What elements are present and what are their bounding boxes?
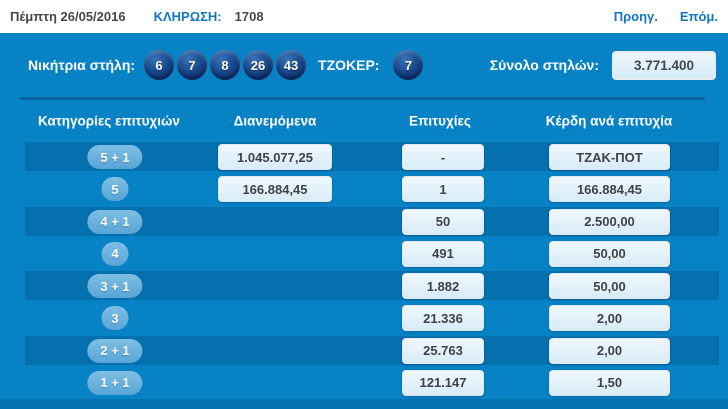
- winners-count-box: 1.882: [402, 273, 484, 300]
- prize-per-winner-box: ΤΖΑΚ-ΠΟΤ: [549, 144, 670, 171]
- prize-per-winner-box: 50,00: [549, 240, 670, 267]
- winning-number-ball: 26: [243, 50, 274, 80]
- joker-number: 7: [393, 50, 424, 80]
- prize-per-winner-box: 166.884,45: [549, 176, 670, 203]
- winning-number-ball: 43: [276, 50, 307, 80]
- table-row: 1 + 1 121.147 1,50: [0, 367, 728, 399]
- category-pill: 2 + 1: [87, 338, 143, 363]
- category-pill: 1 + 1: [87, 370, 143, 395]
- prize-per-winner-box: 2,00: [549, 337, 670, 364]
- prize-per-winner-box: 50,00: [549, 273, 670, 300]
- winning-numbers-label: Νικήτρια στήλη:: [28, 57, 136, 73]
- prize-per-winner-box: 2,00: [549, 305, 670, 332]
- winners-count-box: 25.763: [402, 337, 484, 364]
- results-table: 5 + 1 1.045.077,25 - ΤΖΑΚ-ΠΟΤ 5 166.884,45 1 16…: [0, 141, 728, 399]
- header-winners: Επιτυχίες: [409, 113, 471, 128]
- next-draw-link[interactable]: Επόμ.: [679, 9, 718, 24]
- prize-per-winner-box: 1,50: [549, 369, 670, 396]
- winners-count-box: 121.147: [402, 369, 484, 396]
- draw-label: ΚΛΗΡΩΣΗ:: [153, 9, 222, 24]
- winners-count-box: 491: [402, 240, 484, 267]
- winners-count-box: 21.336: [402, 305, 484, 332]
- category-pill: 3: [101, 306, 129, 331]
- joker-label: ΤΖΟΚΕΡ:: [318, 57, 380, 73]
- total-columns-label: Σύνολο στηλών:: [489, 57, 599, 73]
- joker-ball: 7: [393, 50, 424, 80]
- table-row: 5 + 1 1.045.077,25 - ΤΖΑΚ-ΠΟΤ: [0, 141, 728, 173]
- total-columns-group: Σύνολο στηλών: 3.771.400: [489, 50, 718, 80]
- section-divider: [20, 97, 705, 100]
- winning-numbers-row: Νικήτρια στήλη: 6 7 8 26 43 ΤΖΟΚΕΡ: 7 Σύνολο…: [0, 33, 728, 97]
- header-prize: Κέρδη ανά επιτυχία: [545, 113, 673, 128]
- header-categories: Κατηγορίες επιτυχιών: [38, 113, 180, 128]
- draw-date: Πέμπτη 26/05/2016: [10, 9, 126, 24]
- prize-per-winner-box: 2.500,00: [549, 208, 670, 235]
- topbar: Πέμπτη 26/05/2016 ΚΛΗΡΩΣΗ: 1708 Προηγ. Ε…: [0, 0, 728, 33]
- header-distributed: Διανεμόμενα: [233, 113, 317, 128]
- category-pill: 3 + 1: [87, 274, 143, 299]
- winning-number-ball: 7: [177, 50, 208, 80]
- winning-number-ball: 8: [210, 50, 241, 80]
- results-panel: Νικήτρια στήλη: 6 7 8 26 43 ΤΖΟΚΕΡ: 7 Σύνολο…: [0, 33, 728, 409]
- previous-draw-link[interactable]: Προηγ.: [613, 9, 658, 24]
- category-pill: 5 + 1: [87, 145, 143, 170]
- table-row: 5 166.884,45 1 166.884,45: [0, 173, 728, 205]
- table-row: 3 + 1 1.882 50,00: [0, 270, 728, 302]
- category-pill: 4 + 1: [87, 209, 143, 234]
- distributed-amount-box: 166.884,45: [218, 176, 332, 203]
- winning-numbers: 6 7 8 26 43: [144, 50, 307, 80]
- table-row: 4 491 50,00: [0, 238, 728, 270]
- panel-bottom-strip: [0, 399, 728, 409]
- category-pill: 4: [101, 241, 129, 266]
- category-pill: 5: [101, 177, 129, 202]
- winning-number-ball: 6: [144, 50, 175, 80]
- draw-number: 1708: [234, 9, 264, 24]
- winners-count-box: 1: [402, 176, 484, 203]
- winners-count-box: -: [402, 144, 484, 171]
- table-header-row: Κατηγορίες επιτυχιών Διανεμόμενα Επιτυχί…: [0, 100, 728, 141]
- table-row: 2 + 1 25.763 2,00: [0, 335, 728, 367]
- winners-count-box: 50: [402, 208, 484, 235]
- total-columns-value: 3.771.400: [612, 50, 716, 80]
- distributed-amount-box: 1.045.077,25: [218, 144, 332, 171]
- table-row: 3 21.336 2,00: [0, 302, 728, 334]
- table-row: 4 + 1 50 2.500,00: [0, 206, 728, 238]
